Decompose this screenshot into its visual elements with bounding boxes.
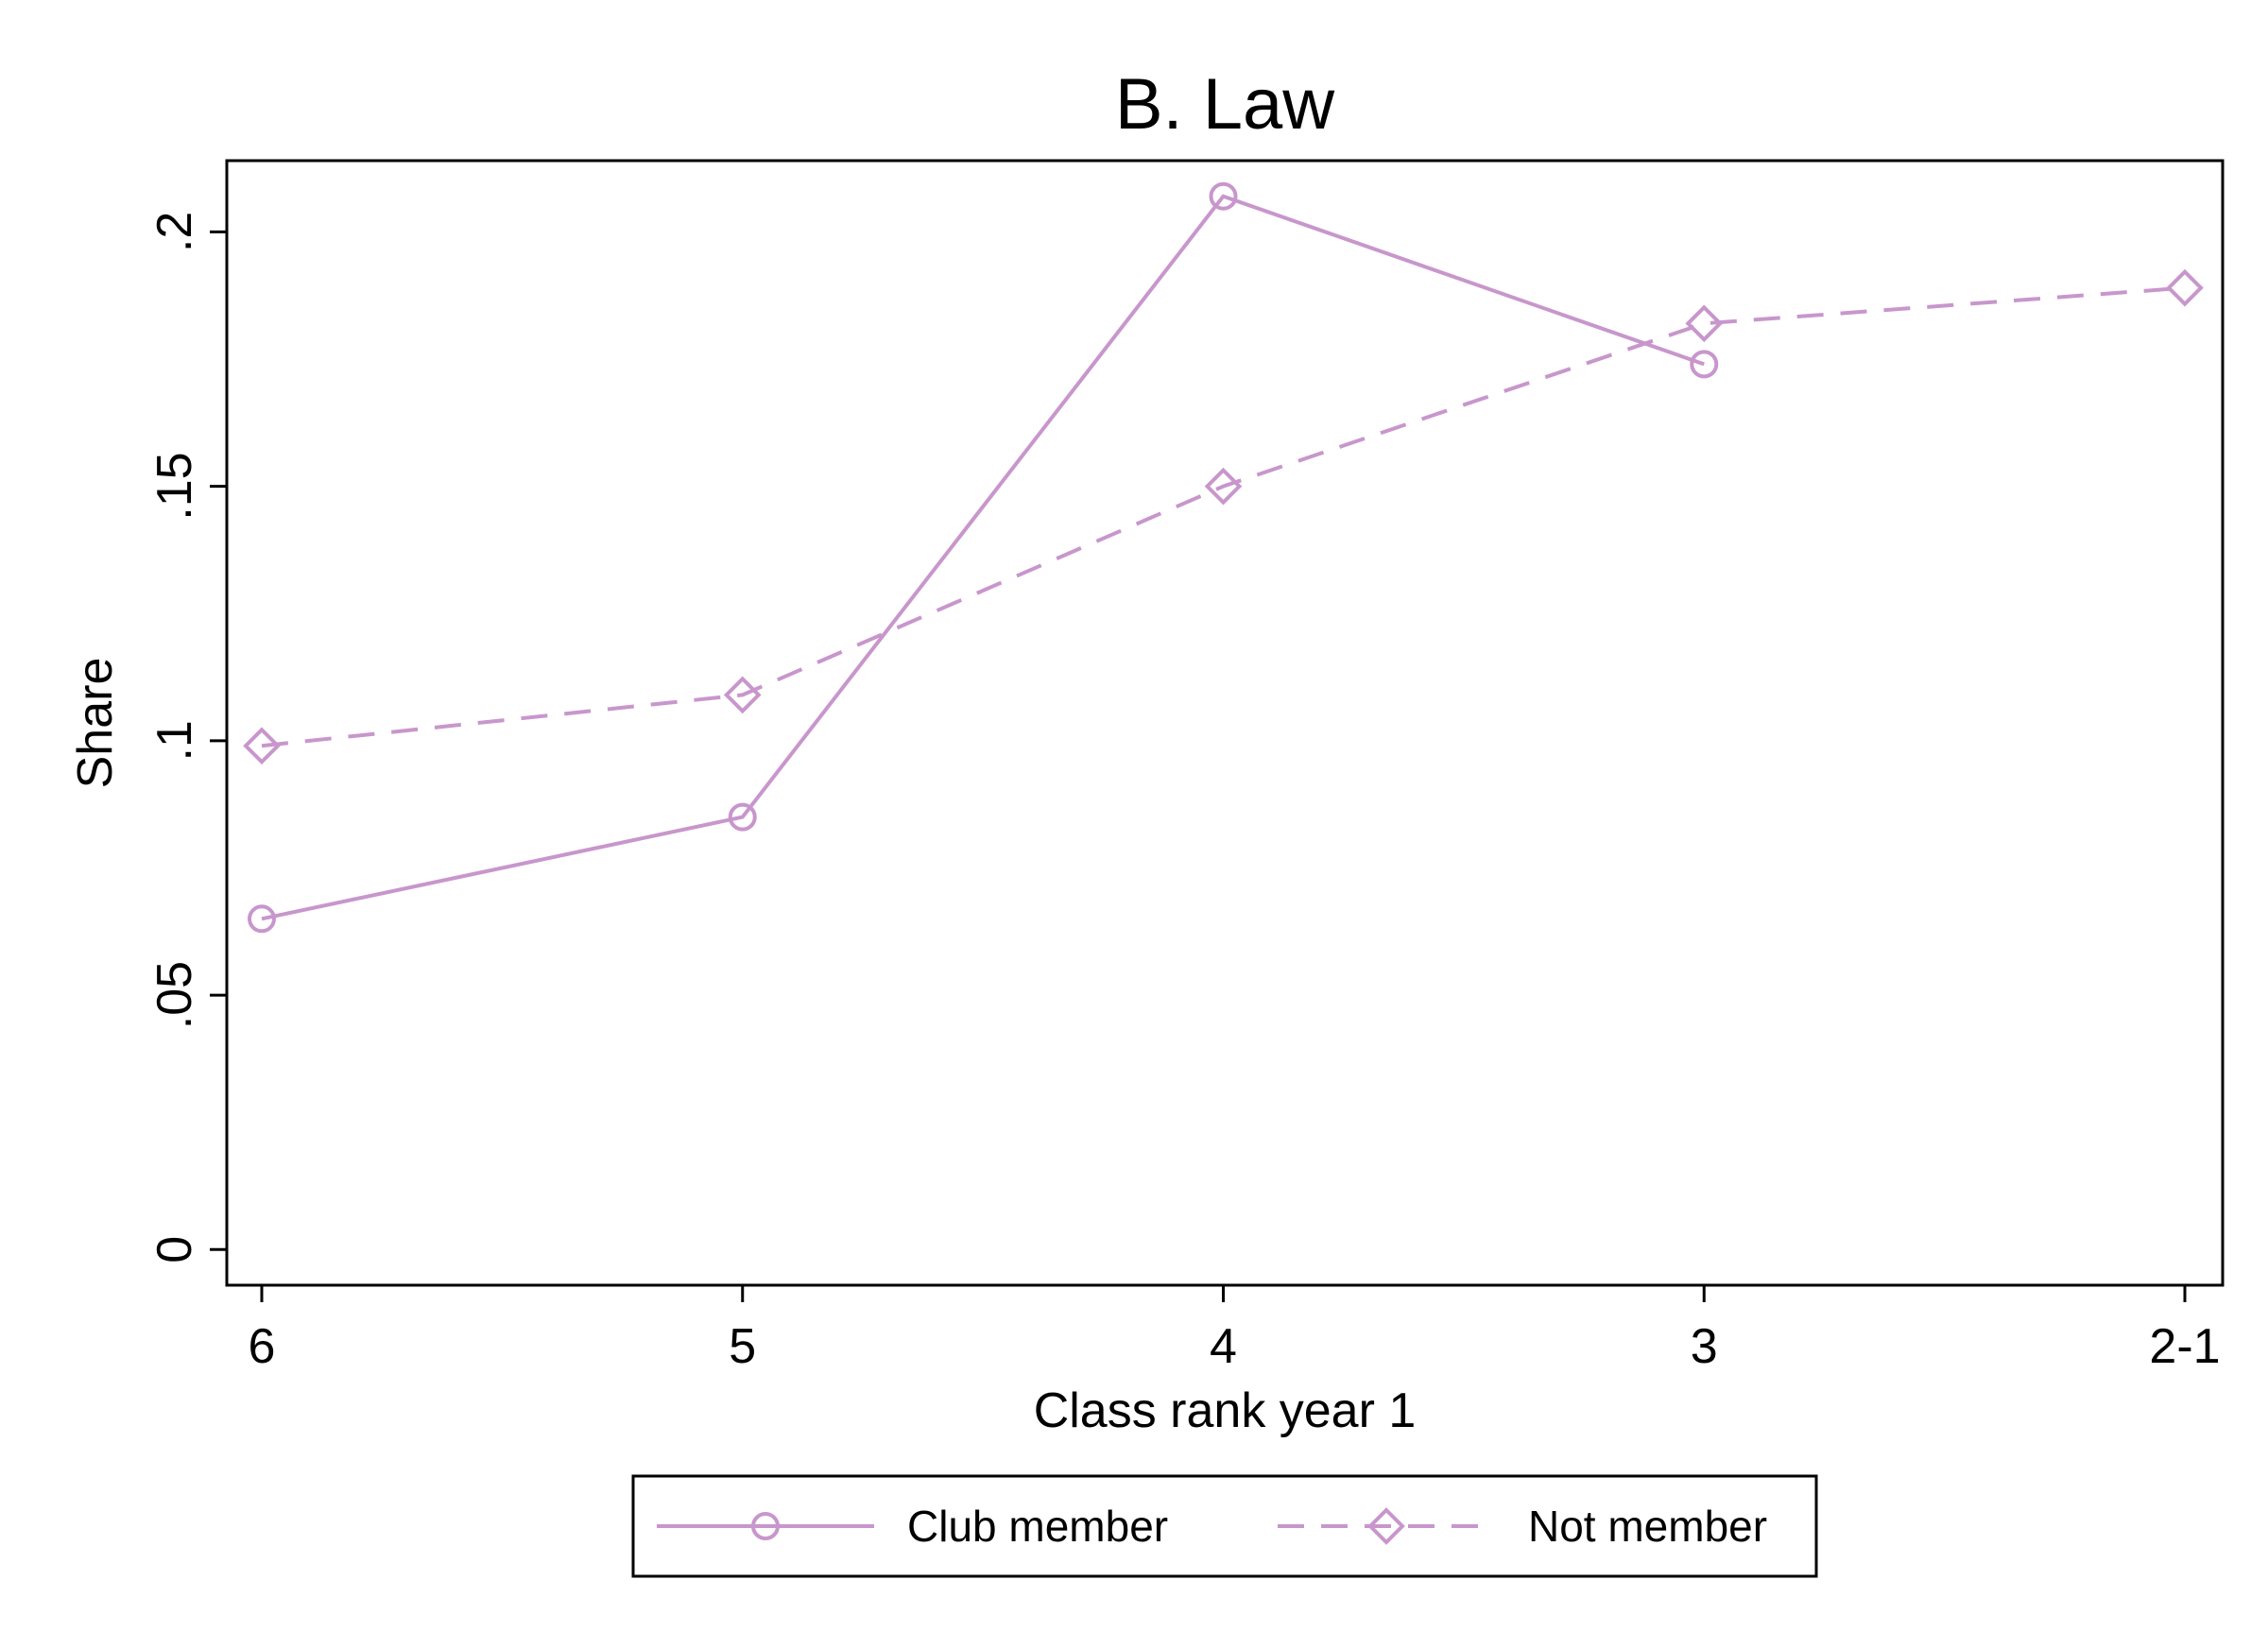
series-line-0 (261, 194, 1705, 921)
y-tick-label: .05 (147, 961, 202, 1029)
plot-area (225, 159, 2225, 1287)
legend-marker (1367, 1507, 1405, 1545)
y-tick-label: .1 (147, 720, 202, 761)
data-point-1 (243, 727, 281, 765)
data-point-1 (2166, 268, 2204, 307)
legend-marker (751, 1512, 780, 1540)
series-0 (248, 181, 1719, 934)
series-1 (243, 268, 2204, 765)
x-tick-label: 2-1 (2149, 1319, 2220, 1374)
legend: Club member Not member (631, 1474, 1818, 1578)
data-point-0 (1209, 181, 1238, 211)
data-point-1 (1685, 304, 1724, 343)
data-point-1 (723, 676, 762, 714)
y-axis-label: Share (68, 658, 123, 789)
y-tick-label: 0 (147, 1236, 202, 1263)
series-layer (243, 181, 2204, 934)
x-axis-label: Class rank year 1 (1034, 1383, 1417, 1438)
y-axis: 0 .05 .1 .15 .2 (147, 212, 227, 1263)
data-point-0 (1690, 350, 1719, 379)
series-line-1 (261, 285, 2186, 748)
legend-label: Not member (1528, 1502, 1767, 1551)
x-tick-label: 5 (729, 1319, 756, 1374)
data-point-0 (248, 904, 276, 934)
y-tick-label: .2 (147, 212, 202, 252)
legend-entry-1: Not member (1278, 1502, 1767, 1551)
data-point-1 (1204, 467, 1243, 506)
x-axis: 6 5 4 3 2-1 (249, 1285, 2221, 1374)
y-tick-label: .15 (147, 452, 202, 520)
x-tick-label: 4 (1210, 1319, 1237, 1374)
x-tick-label: 3 (1691, 1319, 1718, 1374)
chart-title: B. Law (1115, 64, 1335, 145)
data-point-0 (728, 802, 757, 832)
legend-label: Club member (907, 1502, 1168, 1551)
x-tick-label: 6 (249, 1319, 276, 1374)
legend-entry-0: Club member (657, 1502, 1168, 1551)
